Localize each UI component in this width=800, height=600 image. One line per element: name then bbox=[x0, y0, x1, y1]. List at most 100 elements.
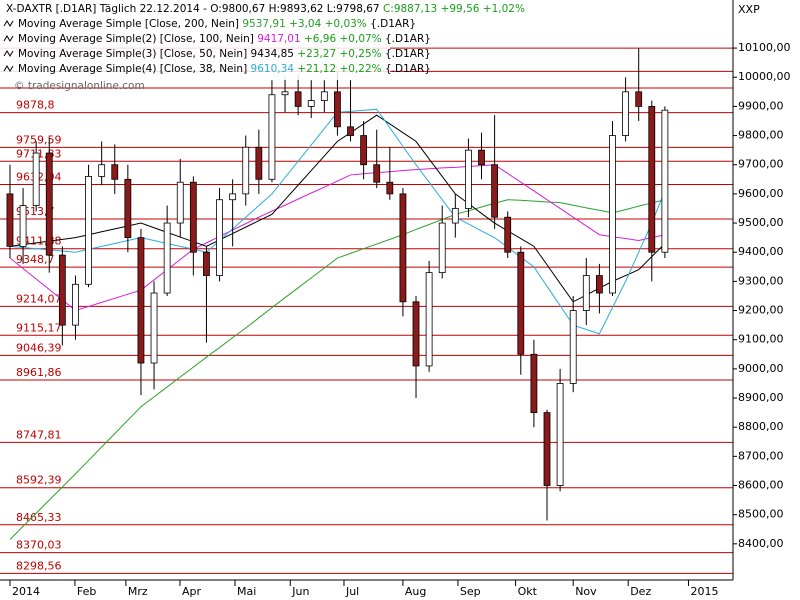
legend-value: 9434,85 bbox=[251, 48, 294, 60]
y-tick-label: 8400,00 bbox=[738, 537, 784, 550]
candle-body bbox=[451, 208, 459, 224]
header-line: X-DAXTR [.D1AR] Täglich 22.12.2014 - O:9… bbox=[6, 3, 525, 15]
candle-body bbox=[530, 353, 538, 414]
x-tick-label: Okt bbox=[518, 585, 538, 598]
candle-body bbox=[255, 146, 263, 180]
x-tick-label: Apr bbox=[182, 585, 202, 598]
candle-body bbox=[268, 94, 276, 180]
y-tick-label: 9900,00 bbox=[738, 99, 784, 112]
level-label: 8747,81 bbox=[16, 428, 62, 441]
candle-body bbox=[6, 193, 14, 247]
level-label: 8298,56 bbox=[16, 559, 62, 572]
x-tick-label: Jul bbox=[345, 585, 359, 598]
legend-name: Moving Average Simple(2) [Close, 100, Ne… bbox=[18, 33, 254, 45]
candle-body bbox=[373, 164, 381, 183]
x-tick-label: 2014 bbox=[12, 585, 40, 598]
candle-body bbox=[491, 164, 499, 218]
header-ohlc: - O:9800,67 H:9893,62 L:9798,67 bbox=[203, 3, 380, 15]
level-label: 9348,7 bbox=[16, 253, 55, 266]
x-tick-label: Mai bbox=[237, 585, 256, 598]
legend-entry: Moving Average Simple [Close, 200, Nein]… bbox=[18, 18, 416, 30]
moving-average-line bbox=[9, 164, 665, 312]
candle-body bbox=[504, 216, 512, 253]
candle-body bbox=[98, 164, 106, 177]
y-tick-label: 9700,00 bbox=[738, 158, 784, 171]
y-tick-label: 9000,00 bbox=[738, 362, 784, 375]
axis-unit: XXP bbox=[738, 3, 760, 16]
candle-body bbox=[635, 91, 643, 107]
moving-average-line bbox=[9, 114, 666, 303]
candle-body bbox=[72, 283, 79, 326]
x-tick-label: Mrz bbox=[128, 585, 148, 598]
candle-body bbox=[386, 181, 394, 195]
legend-icon bbox=[3, 20, 14, 27]
level-label: 9046,39 bbox=[16, 341, 62, 354]
legend-value: 9537,91 bbox=[242, 18, 285, 30]
y-tick-label: 8900,00 bbox=[738, 391, 784, 404]
candle-body bbox=[648, 106, 656, 253]
candle-body bbox=[609, 135, 616, 294]
y-tick-label: 8500,00 bbox=[738, 508, 784, 521]
y-tick-label: 10100,00 bbox=[738, 41, 791, 54]
candle-body bbox=[661, 109, 669, 253]
legend-change: +23,27 +0,25% bbox=[297, 48, 381, 60]
y-tick-label: 8800,00 bbox=[738, 420, 784, 433]
candle-body bbox=[150, 292, 158, 364]
y-tick-label: 9600,00 bbox=[738, 187, 784, 200]
legend-name: Moving Average Simple(3) [Close, 50, Nei… bbox=[18, 48, 247, 60]
x-tick-label: Jun bbox=[291, 585, 309, 598]
legend-icon bbox=[3, 50, 14, 57]
candle-body bbox=[203, 251, 210, 276]
legend-suffix: {.D1AR} bbox=[385, 48, 431, 60]
legend-value: 9417,01 bbox=[257, 33, 300, 45]
legend-name: Moving Average Simple [Close, 200, Nein] bbox=[18, 18, 239, 30]
x-tick-label: Feb bbox=[77, 585, 96, 598]
candle-body bbox=[111, 164, 119, 180]
candle-body bbox=[124, 178, 132, 239]
level-label: 9214,07 bbox=[16, 292, 62, 305]
legend-entry: Moving Average Simple(3) [Close, 50, Nei… bbox=[18, 48, 431, 60]
moving-average-line bbox=[9, 199, 666, 540]
x-tick-label: 2015 bbox=[690, 585, 718, 598]
y-tick-label: 8600,00 bbox=[738, 479, 784, 492]
candle-body bbox=[582, 275, 590, 311]
legend-suffix: {.D1AR} bbox=[385, 33, 431, 45]
x-tick-label: Dez bbox=[630, 585, 651, 598]
x-tick-label: Aug bbox=[405, 585, 426, 598]
level-label: 9115,17 bbox=[16, 321, 62, 334]
legend-icon bbox=[3, 35, 14, 42]
legend-change: +21,12 +0,22% bbox=[297, 63, 381, 75]
candle-body bbox=[360, 135, 368, 166]
level-label: 8592,39 bbox=[16, 474, 62, 487]
candle-body bbox=[216, 199, 223, 276]
legend-entry: Moving Average Simple(2) [Close, 100, Ne… bbox=[18, 33, 431, 45]
candle-body bbox=[412, 301, 420, 367]
candle-body bbox=[334, 91, 341, 128]
header-bg bbox=[0, 0, 390, 80]
candle-body bbox=[189, 181, 197, 253]
header-close: C:9887,13 +99,56 +1,02% bbox=[383, 3, 525, 15]
candle-body bbox=[307, 100, 315, 107]
y-tick-label: 9800,00 bbox=[738, 129, 784, 142]
candle-body bbox=[517, 251, 525, 355]
y-tick-label: 9200,00 bbox=[738, 304, 784, 317]
candle-body bbox=[556, 383, 564, 486]
level-label: 8465,33 bbox=[16, 511, 62, 524]
candle-body bbox=[85, 175, 92, 285]
legend-entry: Moving Average Simple(4) [Close, 38, Nei… bbox=[18, 63, 431, 75]
plot-area: 9878,89759,599711,839632,049513,79411,88… bbox=[0, 47, 733, 574]
candle-body bbox=[465, 149, 472, 209]
legend-change: +6,96 +0,07% bbox=[304, 33, 382, 45]
legend-suffix: {.D1AR} bbox=[385, 63, 431, 75]
candle-body bbox=[399, 193, 407, 303]
legend-value: 9610,34 bbox=[251, 63, 295, 75]
candle-body bbox=[229, 193, 237, 201]
candle-body bbox=[569, 310, 577, 384]
candle-body bbox=[45, 152, 53, 256]
candle-body bbox=[622, 91, 629, 136]
y-tick-label: 9100,00 bbox=[738, 333, 784, 346]
y-tick-label: 9300,00 bbox=[738, 274, 784, 287]
candle-body bbox=[478, 149, 485, 166]
candle-body bbox=[438, 222, 446, 274]
level-label: 8370,03 bbox=[16, 539, 62, 552]
